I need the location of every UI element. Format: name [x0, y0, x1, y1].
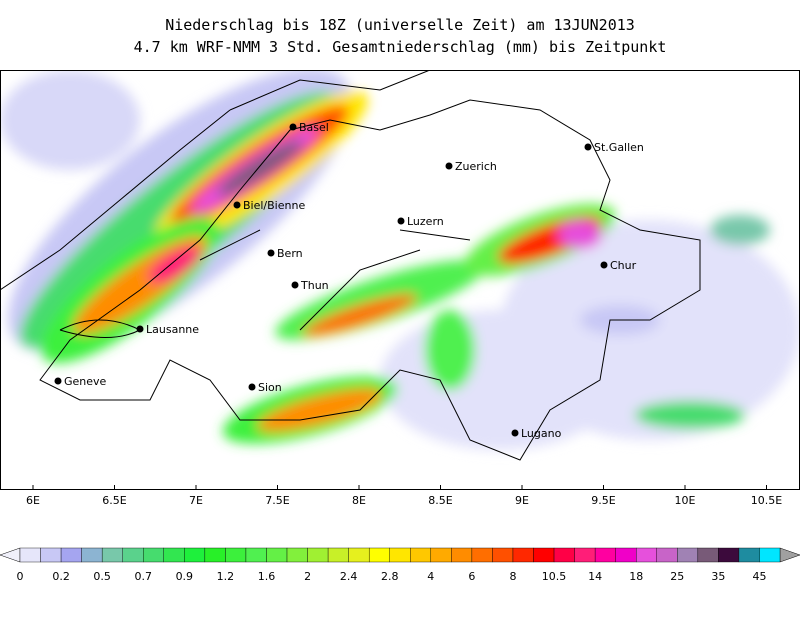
colorbar-swatch	[225, 547, 247, 563]
city-marker	[233, 201, 241, 209]
colorbar-swatch	[636, 547, 657, 563]
longitude-label: 8E	[352, 494, 366, 507]
colorbar-swatch	[656, 547, 678, 563]
city-label: St.Gallen	[594, 141, 644, 154]
colorbar-label: 2	[304, 570, 311, 583]
longitude-label: 8.5E	[428, 494, 452, 507]
city-label: Chur	[610, 259, 637, 272]
colorbar-swatch	[533, 547, 555, 563]
colorbar-swatch	[553, 547, 575, 563]
city-marker	[136, 325, 144, 333]
colorbar-label: 6	[468, 570, 475, 583]
cities: Basel Zuerich St.Gallen Biel/Bienne Luzern Be…	[54, 121, 644, 440]
colorbar-label: 0.5	[93, 570, 111, 583]
colorbar-swatch	[451, 547, 473, 563]
colorbar-swatch	[40, 547, 62, 563]
colorbar-swatch	[738, 547, 760, 563]
colorbar-swatch	[184, 547, 206, 563]
longitude-label: 7.5E	[265, 494, 289, 507]
colorbar-label: 8	[509, 570, 516, 583]
city-label: Lausanne	[146, 323, 199, 336]
city-marker	[248, 383, 256, 391]
longitude-label: 6.5E	[102, 494, 126, 507]
colorbar-swatch	[204, 547, 226, 563]
colorbar-swatch	[389, 547, 411, 563]
longitude-label: 9.5E	[591, 494, 615, 507]
colorbar-label: 10.5	[542, 570, 567, 583]
colorbar-swatch	[594, 547, 616, 563]
colorbar-swatch	[245, 547, 267, 563]
colorbar-label: 1.6	[258, 570, 276, 583]
city-label: Bern	[277, 247, 303, 260]
colorbar-swatch	[677, 547, 699, 563]
title-line: Niederschlag bis 18Z (universelle Zeit) …	[165, 16, 635, 34]
city-marker	[584, 143, 592, 151]
city-marker	[267, 249, 275, 257]
colorbar-label: 2.4	[340, 570, 358, 583]
longitude-label: 10E	[675, 494, 696, 507]
city-marker	[600, 261, 608, 269]
colorbar-swatch	[574, 547, 596, 563]
city-marker	[54, 377, 62, 385]
city-label: Zuerich	[455, 160, 497, 173]
colorbar-label: 18	[629, 570, 643, 583]
longitude-label: 9E	[515, 494, 529, 507]
colorbar-swatch	[471, 547, 493, 563]
colorbar-label: 1.2	[217, 570, 235, 583]
city-label: Basel	[299, 121, 329, 134]
colorbar-swatch	[430, 547, 452, 563]
colorbar-swatch	[122, 547, 144, 563]
colorbar-swatch	[163, 547, 185, 563]
colorbar-label: 2.8	[381, 570, 399, 583]
colorbar: 0 0.2 0.5 0.7 0.9 1.2 1.6 2 2.4 2.8 4 6 8 10.5 14 18 25 3…	[0, 547, 800, 583]
city-marker	[445, 162, 453, 170]
title-line: 4.7 km WRF-NMM 3 Std. Gesamtniederschlag…	[134, 38, 667, 56]
colorbar-swatch	[718, 547, 740, 563]
city-label: Sion	[258, 381, 282, 394]
colorbar-swatch	[101, 547, 123, 563]
precipitation-field	[0, 70, 800, 490]
city-label: Biel/Bienne	[243, 199, 305, 212]
longitude-label: 10.5E	[751, 494, 782, 507]
colorbar-label: 0.7	[134, 570, 152, 583]
colorbar-swatch	[759, 547, 781, 563]
city-marker	[397, 217, 405, 225]
city-label: Lugano	[521, 427, 562, 440]
colorbar-label: 0.2	[52, 570, 70, 583]
colorbar-swatch	[60, 547, 82, 563]
colorbar-swatch	[512, 547, 534, 563]
city-label: Thun	[300, 279, 329, 292]
colorbar-label: 14	[588, 570, 602, 583]
colorbar-swatch	[19, 547, 41, 563]
city-marker	[291, 281, 299, 289]
colorbar-swatch	[266, 547, 288, 563]
colorbar-label: 0	[17, 570, 24, 583]
longitude-label: 6E	[26, 494, 40, 507]
colorbar-swatch	[410, 547, 432, 563]
colorbar-label: 35	[711, 570, 725, 583]
colorbar-label: 45	[752, 570, 766, 583]
colorbar-swatch	[348, 547, 370, 563]
colorbar-swatch	[143, 547, 164, 563]
city-marker	[289, 123, 297, 131]
longitude-axis: 6E 6.5E 7E 7.5E 8E 8.5E 9E 9.5E 10E 10.5E	[26, 485, 782, 507]
colorbar-swatch	[615, 547, 637, 563]
colorbar-swatch	[492, 547, 514, 563]
colorbar-swatch	[81, 547, 103, 563]
colorbar-label: 25	[670, 570, 684, 583]
colorbar-swatch	[697, 547, 719, 563]
colorbar-label: 0.9	[176, 570, 194, 583]
colorbar-swatch	[307, 547, 329, 563]
city-label: Luzern	[407, 215, 444, 228]
colorbar-swatch	[286, 547, 308, 563]
longitude-label: 7E	[189, 494, 203, 507]
colorbar-swatch	[368, 547, 390, 563]
city-label: Geneve	[64, 375, 107, 388]
colorbar-label: 4	[427, 570, 434, 583]
colorbar-swatch	[327, 547, 349, 563]
city-marker	[511, 429, 519, 437]
